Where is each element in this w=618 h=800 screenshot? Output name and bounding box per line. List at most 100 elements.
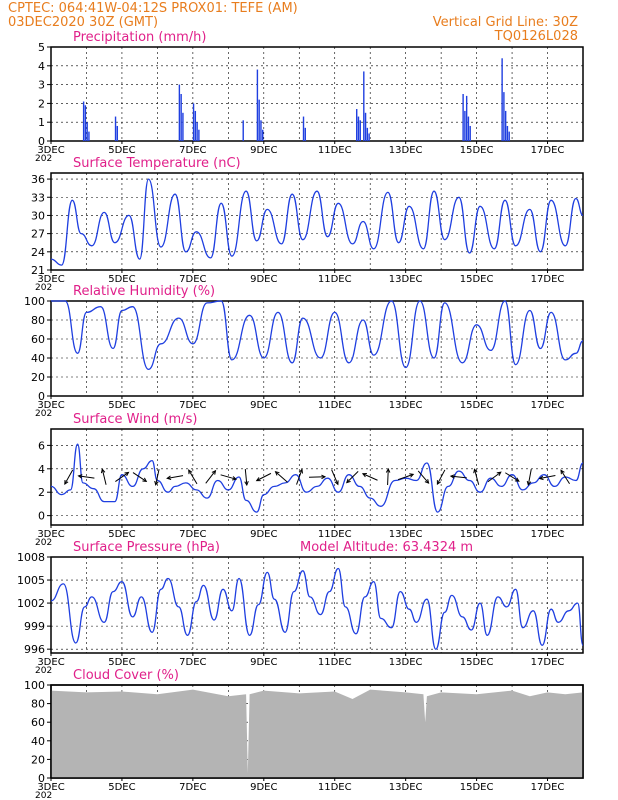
rh-ytick-label: 60 xyxy=(31,333,45,346)
temp-xtick-label: 7DEC xyxy=(179,274,206,285)
wind-arrow-head xyxy=(188,469,193,475)
wind-arrow-head xyxy=(496,471,502,477)
precip-bar xyxy=(116,125,119,141)
wind-arrow-head xyxy=(100,468,106,474)
pressure-xtick-label: 11DEC xyxy=(318,657,352,668)
wind-arrow xyxy=(244,468,248,486)
rh-xtick-label: 9DEC xyxy=(250,400,277,411)
rh-xtick-label: 5DEC xyxy=(108,400,135,411)
date-label: 03DEC2020 30Z (GMT) xyxy=(8,15,158,30)
cloud-xtick-label: 5DEC xyxy=(108,782,135,793)
cloud-ytick-label: 60 xyxy=(31,716,45,729)
temp-title: Surface Temperature (nC) xyxy=(73,156,241,171)
wind-title: Surface Wind (m/s) xyxy=(73,412,197,427)
temp-xtick-label: 15DEC xyxy=(460,274,494,285)
cloud-panel: 0 20 40 60 80 100 3DEC 5DEC 7DEC 9DEC 11DEC 13DEC 15… xyxy=(24,668,584,800)
wind-arrow-head xyxy=(166,475,172,480)
station-title: CPTEC: 064:41W-04:12S PROX01: TEFE (AM) xyxy=(8,1,298,16)
cloud-xtick-label: 3DEC xyxy=(37,782,64,793)
wind-arrow xyxy=(115,472,129,482)
rh-xtick-label: 3DEC xyxy=(37,400,64,411)
precip-bar xyxy=(368,133,370,141)
cloud-xtick-label: 17DEC xyxy=(531,782,565,793)
wind-arrow-head xyxy=(211,469,217,475)
wind-arrow xyxy=(527,469,532,485)
wind-arrow xyxy=(417,470,429,484)
precip-panel: 0 1 2 3 4 5 3DEC 5DEC 7DEC 9DEC 11DEC 13DEC 15DEC 17D… xyxy=(35,30,584,164)
wind-arrow xyxy=(362,473,378,481)
wind-arrow xyxy=(505,472,520,482)
precip-bar xyxy=(469,125,471,141)
rh-ytick-label: 0 xyxy=(38,390,45,403)
pressure-title: Surface Pressure (hPa) xyxy=(73,540,220,555)
precip-bar xyxy=(462,94,464,141)
cloud-xtick-label: 15DEC xyxy=(460,782,494,793)
cloud-ytick-label: 0 xyxy=(38,772,45,785)
precip-bar xyxy=(194,110,197,141)
wind-arrow xyxy=(220,474,237,480)
pressure-ytick-label: 996 xyxy=(24,643,45,656)
precip-bar xyxy=(114,116,117,141)
pressure-ytick-label: 1005 xyxy=(17,574,45,587)
wind-arrow-head xyxy=(274,470,280,476)
temp-ytick-label: 33 xyxy=(31,191,45,204)
pressure-xtick-label: 9DEC xyxy=(250,657,277,668)
precip-bar xyxy=(88,131,90,141)
wind-arrow xyxy=(539,474,556,480)
pressure-ytick-label: 1002 xyxy=(17,597,45,610)
precip-bar xyxy=(180,94,182,141)
temp-ytick-label: 30 xyxy=(31,209,45,222)
precip-year-label: 202 xyxy=(35,154,52,164)
temp-xtick-label: 5DEC xyxy=(108,274,135,285)
precip-bar xyxy=(506,125,509,141)
wind-arrow-head xyxy=(538,475,544,481)
header: CPTEC: 064:41W-04:12S PROX01: TEFE (AM) … xyxy=(8,1,578,44)
precip-xtick-label: 15DEC xyxy=(460,145,494,156)
wind-ytick-label: 4 xyxy=(38,463,45,476)
precip-ytick-label: 2 xyxy=(38,97,45,110)
wind-arrow xyxy=(397,473,414,481)
wind-arrow xyxy=(296,469,303,485)
precip-bar xyxy=(262,129,264,141)
temp-xtick-label: 11DEC xyxy=(318,274,352,285)
temp-ytick-label: 24 xyxy=(31,246,45,259)
precip-bar xyxy=(242,120,244,141)
precip-xtick-label: 3DEC xyxy=(37,145,64,156)
wind-arrow xyxy=(346,471,359,483)
precip-ytick-label: 1 xyxy=(38,116,45,129)
wind-arrow xyxy=(436,469,446,485)
precip-bar xyxy=(467,116,470,141)
wind-arrow xyxy=(474,469,480,485)
cloud-frame-top xyxy=(50,684,584,779)
wind-arrow xyxy=(450,475,467,479)
pressure-series-line xyxy=(50,567,584,650)
temp-xtick-label: 17DEC xyxy=(531,274,565,285)
pressure-panel: 996 999 1002 1005 1008 3DEC 5DEC 7DEC 9DEC 11DEC 1… xyxy=(17,540,584,676)
precip-ytick-label: 4 xyxy=(38,60,45,73)
precip-bar xyxy=(465,95,468,141)
temp-xtick-label: 13DEC xyxy=(389,274,423,285)
rh-ytick-label: 100 xyxy=(24,295,45,308)
pressure-xtick-label: 5DEC xyxy=(108,657,135,668)
wind-arrow-head xyxy=(154,480,159,486)
wind-arrow xyxy=(64,469,74,485)
pressure-subtitle: Model Altitude: 63.4324 m xyxy=(300,540,473,555)
wind-arrow-head xyxy=(244,481,249,487)
rh-xtick-label: 13DEC xyxy=(389,400,423,411)
wind-arrow-head xyxy=(409,473,415,478)
precip-bar xyxy=(304,127,306,141)
precip-ytick-label: 3 xyxy=(38,79,45,92)
pressure-xtick-label: 3DEC xyxy=(37,657,64,668)
wind-xtick-label: 7DEC xyxy=(179,529,206,540)
precip-bar xyxy=(356,109,358,141)
wind-arrow xyxy=(275,471,288,483)
wind-arrow-head xyxy=(231,476,238,481)
precip-xtick-label: 9DEC xyxy=(250,145,277,156)
wind-arrow-head xyxy=(77,474,83,479)
wind-arrow xyxy=(188,469,198,485)
pressure-xtick-label: 15DEC xyxy=(460,657,494,668)
wind-arrow-head xyxy=(255,477,261,482)
pressure-xtick-label: 13DEC xyxy=(389,657,423,668)
rh-year-label: 202 xyxy=(35,409,52,419)
